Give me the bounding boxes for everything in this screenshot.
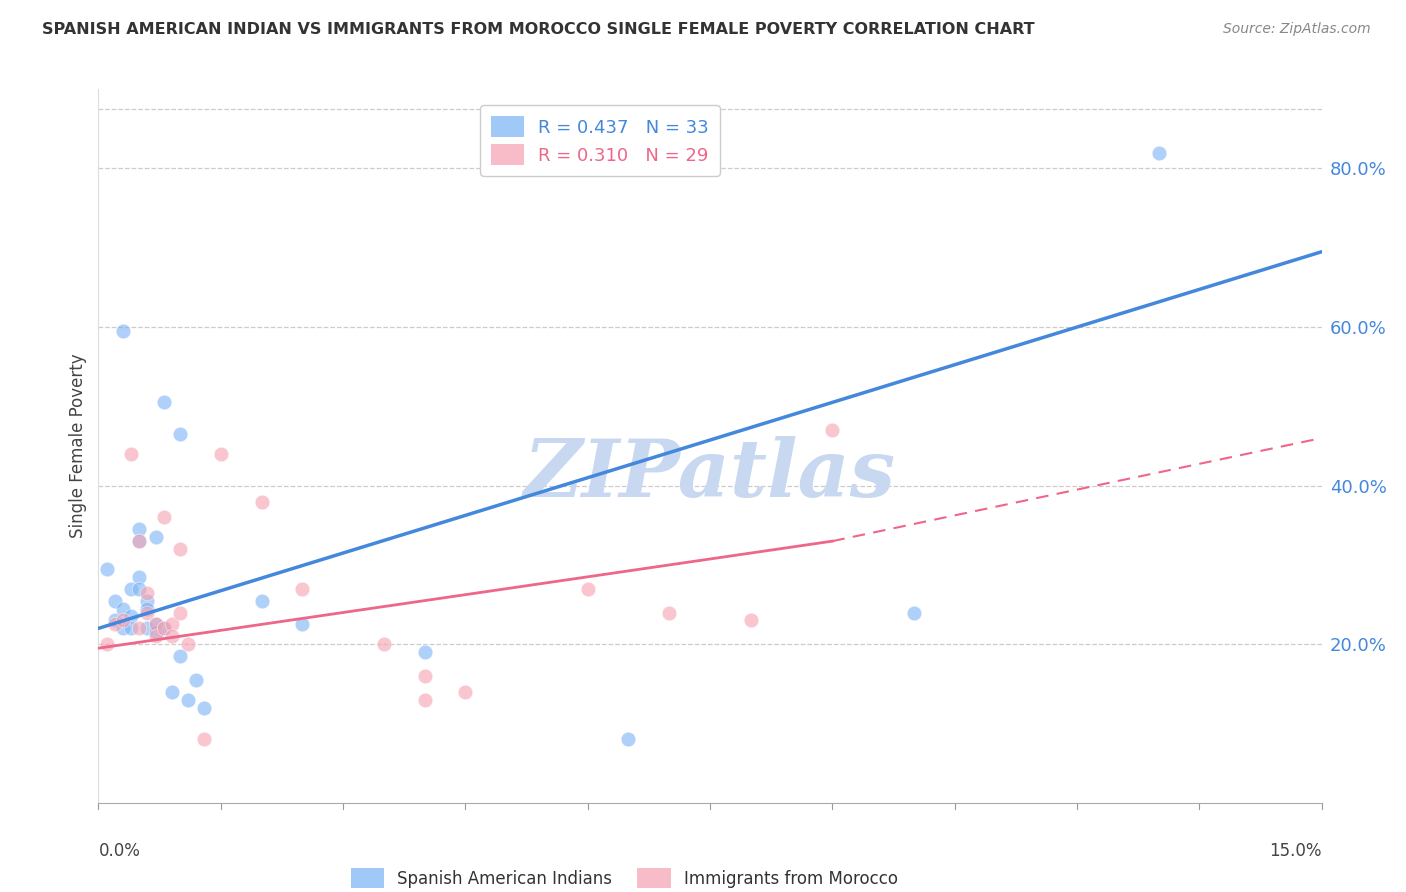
Point [291,617,314,632]
Point [145,617,167,632]
Point [291,582,314,596]
Point [152,395,174,409]
Point [96,562,118,576]
Point [145,617,167,632]
Point [169,649,191,664]
Point [136,606,159,620]
Point [193,732,215,747]
Point [186,673,208,687]
Point [136,621,159,635]
Point [128,582,150,596]
Point [658,606,681,620]
Text: ZIPatlas: ZIPatlas [524,436,896,513]
Point [111,614,134,628]
Point [413,692,436,706]
Point [373,637,395,651]
Point [128,621,150,635]
Text: SPANISH AMERICAN INDIAN VS IMMIGRANTS FROM MOROCCO SINGLE FEMALE POVERTY CORRELA: SPANISH AMERICAN INDIAN VS IMMIGRANTS FR… [42,22,1035,37]
Point [250,593,273,607]
Point [104,593,127,607]
Point [152,621,174,635]
Point [111,324,134,338]
Point [169,542,191,557]
Point [160,685,183,699]
Point [136,585,159,599]
Point [169,427,191,442]
Point [104,617,127,632]
Point [128,570,150,584]
Point [1147,145,1170,160]
Text: 0.0%: 0.0% [98,842,141,860]
Point [576,582,599,596]
Point [177,692,200,706]
Point [177,637,200,651]
Point [250,494,273,508]
Text: Source: ZipAtlas.com: Source: ZipAtlas.com [1223,22,1371,37]
Point [120,609,142,624]
Point [740,614,762,628]
Y-axis label: Single Female Poverty: Single Female Poverty [69,354,87,538]
Point [96,637,118,651]
Point [120,447,142,461]
Point [120,582,142,596]
Point [145,530,167,544]
Point [145,625,167,640]
Point [145,629,167,643]
Point [454,685,477,699]
Point [160,629,183,643]
Point [111,601,134,615]
Point [821,423,844,437]
Point [136,601,159,615]
Point [128,534,150,549]
Point [413,669,436,683]
Point [617,732,640,747]
Point [136,593,159,607]
Legend: Spanish American Indians, Immigrants from Morocco: Spanish American Indians, Immigrants fro… [344,862,904,892]
Text: 15.0%: 15.0% [1270,842,1322,860]
Point [903,606,925,620]
Point [152,621,174,635]
Point [128,522,150,536]
Point [193,700,215,714]
Point [128,534,150,549]
Point [152,510,174,524]
Point [413,645,436,659]
Point [111,621,134,635]
Point [209,447,232,461]
Point [169,606,191,620]
Point [120,621,142,635]
Point [160,617,183,632]
Point [104,614,127,628]
